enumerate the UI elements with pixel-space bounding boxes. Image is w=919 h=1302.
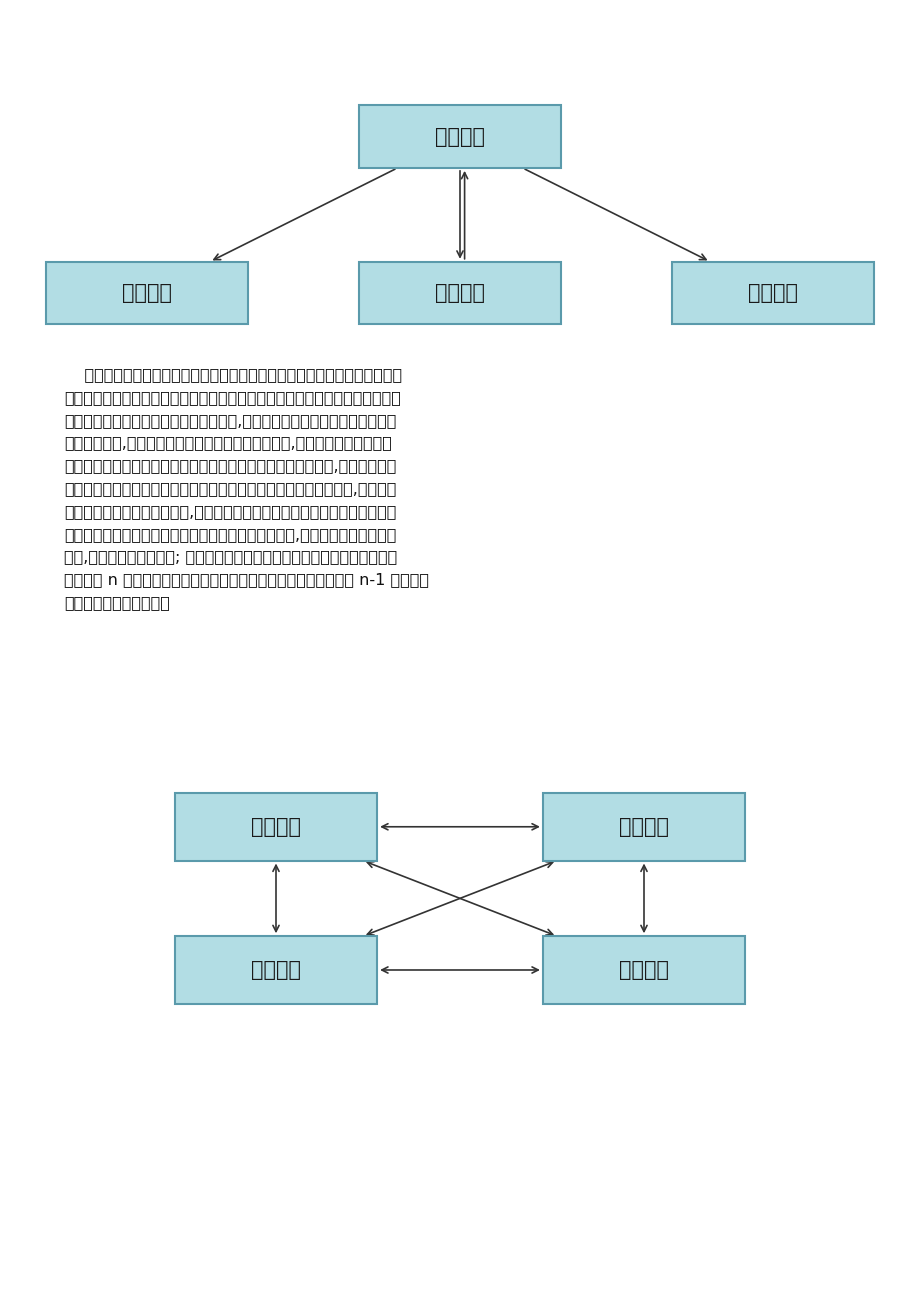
Text: 上按顺时针或逆时针单向传输,每个爬虫的地址列表中只保存其前驱和后继的信: 上按顺时针或逆时针单向传输,每个爬虫的地址列表中只保存其前驱和后继的信 bbox=[64, 504, 396, 519]
Text: 己的,就把数据转发给后继; 如果数据是发送给自己的，就不再发送。假设整个: 己的,就把数据转发给后继; 如果数据是发送给自己的，就不再发送。假设整个 bbox=[64, 549, 397, 565]
Text: 爬行节点: 爬行节点 bbox=[747, 283, 797, 303]
Text: 地址列表需要进行更新。: 地址列表需要进行更新。 bbox=[64, 595, 170, 611]
Text: 数据发送给需要此数据的爬虫。当系统中的爬虫数量发生变化时,每个爬虫的地: 数据发送给需要此数据的爬虫。当系统中的爬虫数量发生变化时,每个爬虫的地 bbox=[64, 458, 396, 474]
Text: 爬行节点: 爬行节点 bbox=[251, 960, 301, 980]
Text: 爬行节点: 爬行节点 bbox=[618, 960, 668, 980]
Text: 接通信是指所用爬虫都可以相互发送信息,使用这种方式的每个网络爬虫会维护: 接通信是指所用爬虫都可以相互发送信息,使用这种方式的每个网络爬虫会维护 bbox=[64, 413, 396, 428]
FancyBboxPatch shape bbox=[175, 793, 377, 861]
Text: 息。爬虫接收到数据之后判断数据是否是发送给自己的,如果数据不是发送给自: 息。爬虫接收到数据之后判断数据是否是发送给自己的,如果数据不是发送给自 bbox=[64, 527, 396, 542]
FancyBboxPatch shape bbox=[175, 936, 377, 1004]
Text: 自治模式是指系统中没有协调者，所有的爬虫都必须相互通信，比主从模式: 自治模式是指系统中没有协调者，所有的爬虫都必须相互通信，比主从模式 bbox=[64, 367, 403, 383]
FancyBboxPatch shape bbox=[46, 262, 248, 324]
Text: 址列表都需要进行更新。环形通信是指爬虫在逻辑上构成一个环形网,数据在环: 址列表都需要进行更新。环形通信是指爬虫在逻辑上构成一个环形网,数据在环 bbox=[64, 482, 396, 496]
Text: 下爬虫要复杂一些。自治模式的通信方式可以使用全连接通信或环形通信。全连: 下爬虫要复杂一些。自治模式的通信方式可以使用全连接通信或环形通信。全连 bbox=[64, 391, 401, 405]
FancyBboxPatch shape bbox=[358, 105, 561, 168]
FancyBboxPatch shape bbox=[671, 262, 873, 324]
Text: 爬行节点: 爬行节点 bbox=[618, 816, 668, 837]
FancyBboxPatch shape bbox=[358, 262, 561, 324]
Text: 爬行节点: 爬行节点 bbox=[435, 283, 484, 303]
Text: 爬行节点: 爬行节点 bbox=[122, 283, 172, 303]
Text: 控制节点: 控制节点 bbox=[435, 126, 484, 147]
Text: 一个地址列表,表中存储着整个系统中所有爬虫的位置,每次通信时可以直接把: 一个地址列表,表中存储着整个系统中所有爬虫的位置,每次通信时可以直接把 bbox=[64, 435, 391, 450]
Text: 爬行节点: 爬行节点 bbox=[251, 816, 301, 837]
FancyBboxPatch shape bbox=[542, 793, 744, 861]
Text: 系统中有 n 个爬虫，当系统中的爬虫数量发生变化时，系统中只有 n-1 个爬虫的: 系统中有 n 个爬虫，当系统中的爬虫数量发生变化时，系统中只有 n-1 个爬虫的 bbox=[64, 573, 429, 587]
FancyBboxPatch shape bbox=[542, 936, 744, 1004]
